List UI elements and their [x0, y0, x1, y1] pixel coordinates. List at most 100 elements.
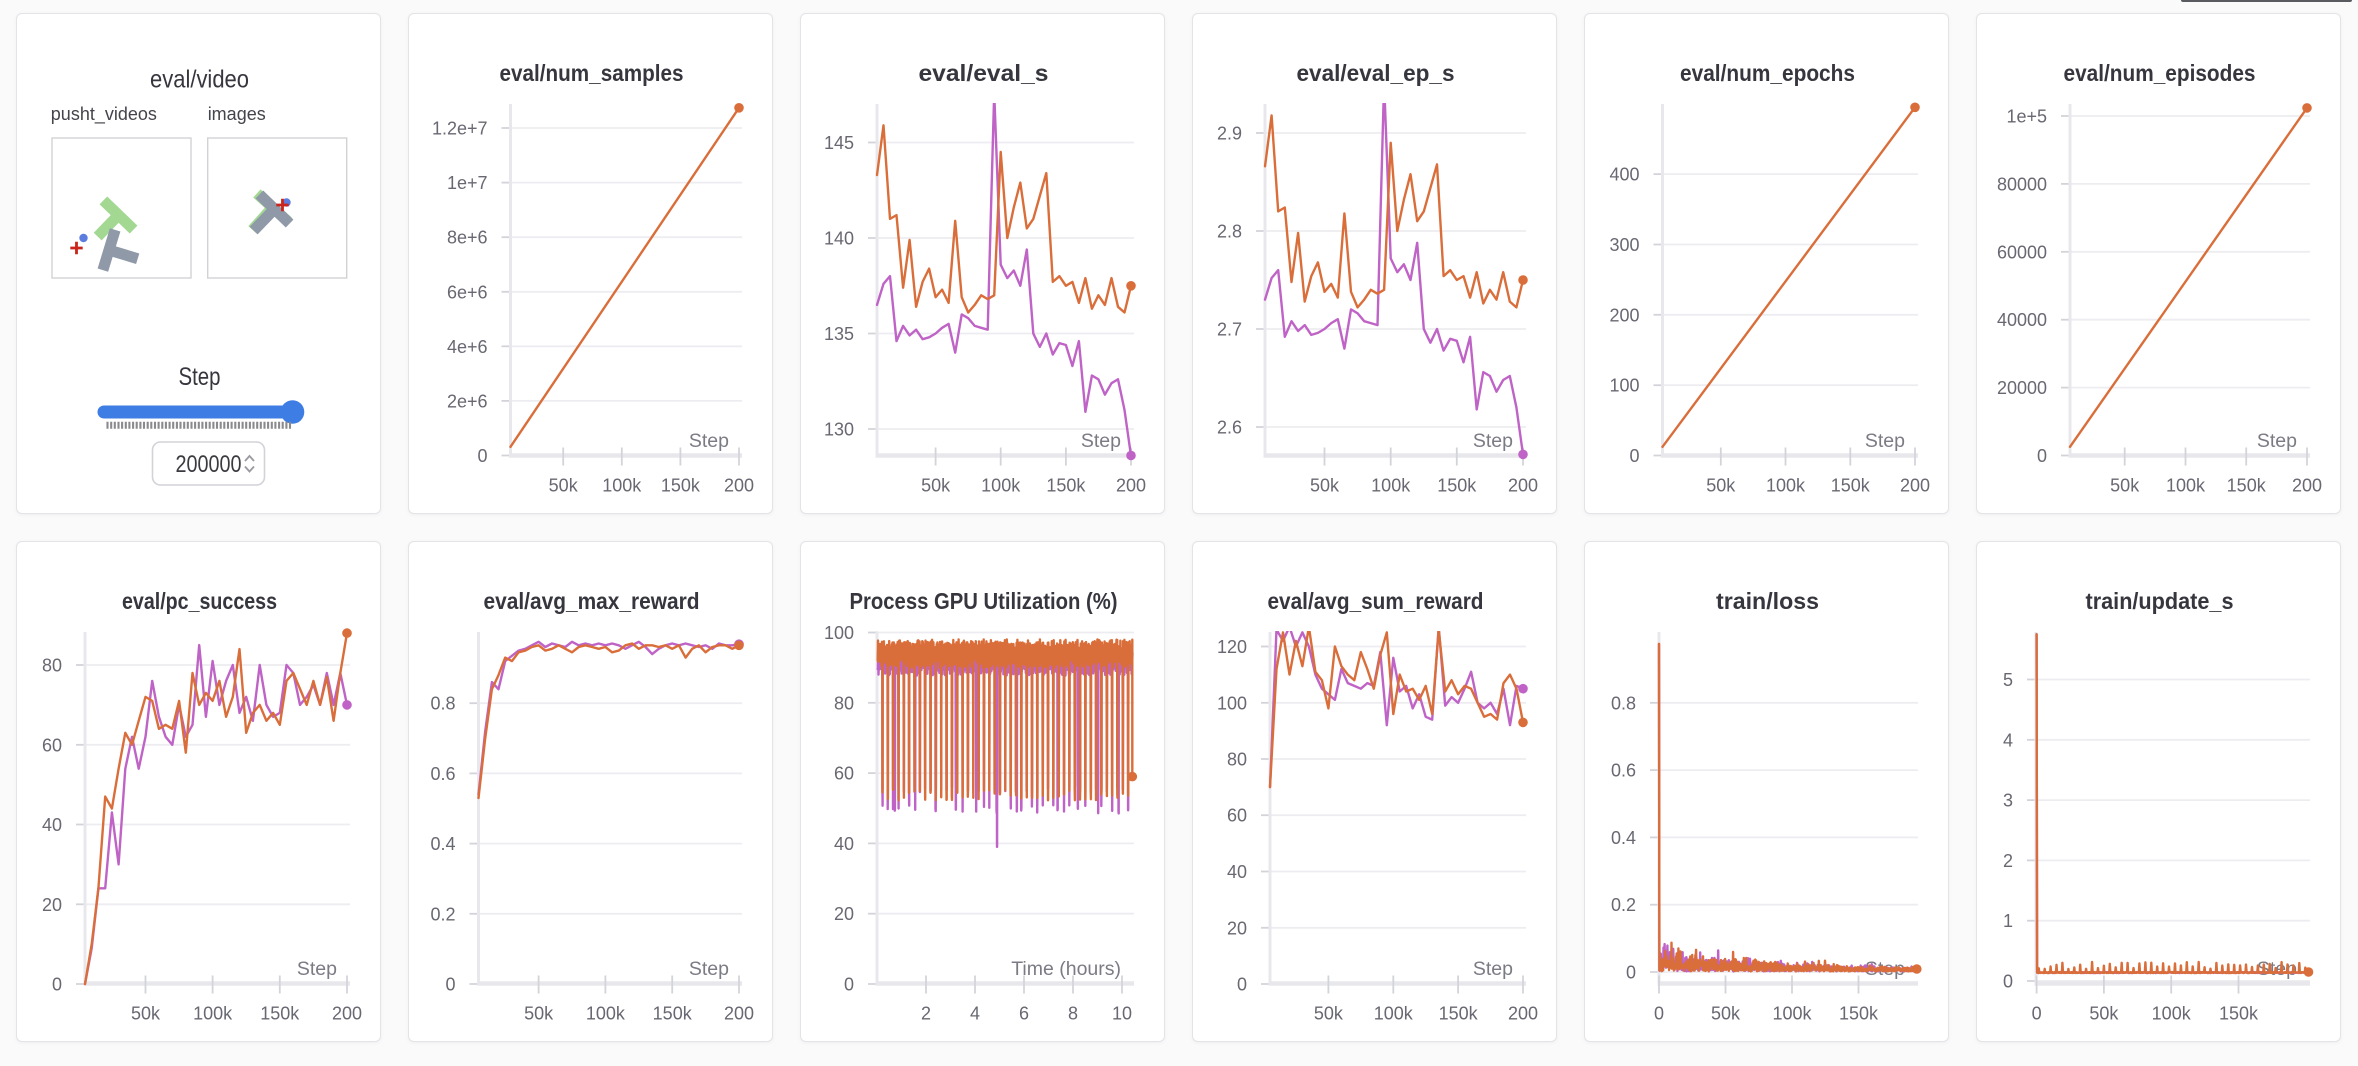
svg-text:Step: Step [1081, 430, 1121, 452]
svg-text:60: 60 [834, 764, 854, 784]
svg-text:100k: 100k [1374, 1004, 1414, 1024]
svg-text:200: 200 [332, 1004, 362, 1024]
svg-text:3: 3 [2003, 791, 2013, 811]
svg-text:150k: 150k [1839, 1004, 1879, 1024]
svg-text:6: 6 [1019, 1004, 1029, 1024]
svg-text:8e+6: 8e+6 [447, 228, 488, 248]
svg-text:eval/num_episodes: eval/num_episodes [2064, 60, 2256, 86]
svg-text:60: 60 [1227, 806, 1247, 826]
svg-text:0.4: 0.4 [1611, 828, 1636, 848]
svg-text:140: 140 [824, 229, 854, 249]
svg-text:80: 80 [834, 693, 854, 713]
svg-text:20000: 20000 [1997, 378, 2047, 398]
svg-text:0.8: 0.8 [1611, 693, 1636, 713]
svg-text:train/update_s: train/update_s [2086, 588, 2234, 614]
svg-text:100k: 100k [193, 1004, 233, 1024]
svg-text:100k: 100k [602, 476, 642, 496]
svg-text:0: 0 [445, 975, 455, 995]
svg-text:200: 200 [2292, 476, 2322, 496]
svg-text:200: 200 [1900, 476, 1930, 496]
svg-text:20: 20 [1227, 918, 1247, 938]
svg-text:150k: 150k [1439, 1004, 1479, 1024]
svg-text:Time (hours): Time (hours) [1011, 958, 1121, 980]
svg-text:Process GPU Utilization (%): Process GPU Utilization (%) [850, 588, 1118, 614]
svg-text:0.2: 0.2 [430, 904, 455, 924]
svg-text:eval/video: eval/video [150, 66, 249, 94]
svg-text:150k: 150k [2219, 1004, 2259, 1024]
svg-text:0.8: 0.8 [430, 694, 455, 714]
svg-text:1e+7: 1e+7 [447, 173, 488, 193]
svg-text:150k: 150k [2227, 476, 2267, 496]
svg-text:0: 0 [477, 446, 487, 466]
svg-text:0: 0 [52, 975, 62, 995]
svg-text:Step: Step [1865, 430, 1905, 452]
svg-text:eval/num_epochs: eval/num_epochs [1680, 60, 1855, 86]
svg-text:0.6: 0.6 [430, 764, 455, 784]
svg-text:50k: 50k [2089, 1004, 2119, 1024]
svg-text:1: 1 [2003, 911, 2013, 931]
svg-text:150k: 150k [260, 1004, 300, 1024]
svg-text:eval/num_samples: eval/num_samples [500, 60, 684, 86]
svg-text:200: 200 [724, 476, 754, 496]
svg-text:1e+5: 1e+5 [2006, 107, 2047, 127]
svg-text:eval/eval_ep_s: eval/eval_ep_s [1297, 60, 1455, 86]
svg-text:Step: Step [2257, 430, 2297, 452]
svg-text:50k: 50k [131, 1004, 161, 1024]
svg-text:150k: 150k [653, 1004, 693, 1024]
svg-text:0: 0 [2037, 446, 2047, 466]
svg-text:eval/avg_max_reward: eval/avg_max_reward [484, 588, 700, 614]
svg-text:100k: 100k [2166, 476, 2206, 496]
svg-text:20: 20 [42, 895, 62, 915]
svg-text:2.7: 2.7 [1217, 320, 1242, 340]
svg-text:0: 0 [2032, 1004, 2042, 1024]
svg-text:40: 40 [1227, 862, 1247, 882]
svg-text:8: 8 [1068, 1004, 1078, 1024]
svg-text:100: 100 [824, 623, 854, 643]
svg-text:20: 20 [834, 904, 854, 924]
svg-text:50k: 50k [1706, 476, 1736, 496]
svg-text:Step: Step [689, 430, 729, 452]
svg-text:1.2e+7: 1.2e+7 [432, 119, 488, 139]
svg-text:50k: 50k [549, 476, 579, 496]
svg-text:0: 0 [1654, 1004, 1664, 1024]
svg-text:40: 40 [42, 815, 62, 835]
svg-text:4: 4 [2003, 730, 2013, 750]
svg-text:0: 0 [2003, 972, 2013, 992]
svg-text:50k: 50k [1314, 1004, 1344, 1024]
svg-text:0.6: 0.6 [1611, 761, 1636, 781]
svg-text:0: 0 [1626, 963, 1636, 983]
svg-text:400: 400 [1609, 165, 1639, 185]
svg-text:eval/avg_sum_reward: eval/avg_sum_reward [1268, 588, 1484, 614]
svg-text:100: 100 [1609, 376, 1639, 396]
svg-text:4e+6: 4e+6 [447, 337, 488, 357]
svg-text:150k: 150k [1046, 476, 1086, 496]
svg-text:0.4: 0.4 [430, 834, 455, 854]
svg-text:100k: 100k [981, 476, 1021, 496]
svg-text:0.2: 0.2 [1611, 895, 1636, 915]
svg-text:40000: 40000 [1997, 310, 2047, 330]
svg-text:60: 60 [42, 735, 62, 755]
svg-text:100k: 100k [1371, 476, 1411, 496]
svg-text:80: 80 [1227, 750, 1247, 770]
svg-text:150k: 150k [1437, 476, 1477, 496]
svg-text:100k: 100k [1766, 476, 1806, 496]
svg-text:200000: 200000 [176, 451, 242, 478]
svg-text:100: 100 [1217, 693, 1247, 713]
svg-text:4: 4 [970, 1004, 980, 1024]
svg-text:80: 80 [42, 656, 62, 676]
svg-text:150k: 150k [1831, 476, 1871, 496]
svg-text:2: 2 [2003, 851, 2013, 871]
svg-text:100k: 100k [1772, 1004, 1812, 1024]
svg-text:100k: 100k [2152, 1004, 2192, 1024]
svg-text:50k: 50k [2110, 476, 2140, 496]
svg-text:eval/eval_s: eval/eval_s [919, 60, 1049, 86]
svg-text:0: 0 [1237, 975, 1247, 995]
svg-text:pusht_videos: pusht_videos [51, 104, 157, 125]
svg-text:6e+6: 6e+6 [447, 282, 488, 302]
svg-text:eval/pc_success: eval/pc_success [122, 588, 277, 614]
svg-text:images: images [208, 104, 266, 124]
svg-text:40: 40 [834, 834, 854, 854]
svg-text:50k: 50k [524, 1004, 554, 1024]
svg-text:2e+6: 2e+6 [447, 391, 488, 411]
svg-text:80000: 80000 [1997, 174, 2047, 194]
